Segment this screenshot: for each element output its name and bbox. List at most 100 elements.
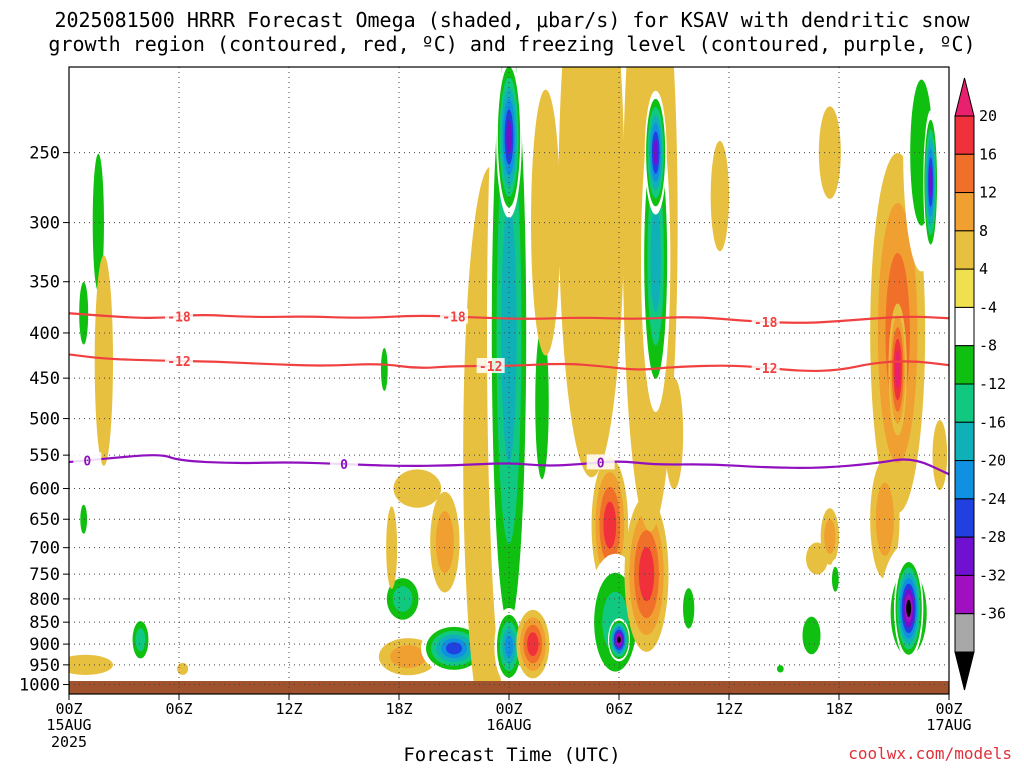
grid-lines xyxy=(69,67,949,694)
colorbar-label: -16 xyxy=(979,413,1006,431)
colorbar-box xyxy=(954,153,975,194)
contour-line xyxy=(69,353,949,373)
x-tick-label: 12Z xyxy=(715,700,742,718)
omega-cell xyxy=(380,347,388,392)
contour-label-bg xyxy=(330,456,358,472)
omega-cell xyxy=(435,511,454,574)
omega-cell xyxy=(929,167,933,198)
y-tick-label: 900 xyxy=(29,635,60,655)
omega-cell xyxy=(831,566,839,592)
omega-cell xyxy=(531,89,561,356)
colorbar-label: -32 xyxy=(979,566,1006,584)
omega-cell xyxy=(527,632,539,656)
omega-cell xyxy=(824,519,836,554)
y-tick-label: 700 xyxy=(29,539,60,559)
x-axis-title: Forecast Time (UTC) xyxy=(403,744,621,766)
x-tick-label: 06Z xyxy=(165,700,192,718)
colorbar-label: -12 xyxy=(979,375,1006,393)
y-tick-label: 300 xyxy=(29,214,60,234)
y-tick-label: 850 xyxy=(29,613,60,633)
contour-label-bg xyxy=(165,308,193,324)
omega-cell xyxy=(558,67,625,478)
x-tick-date-label: 17AUG xyxy=(926,716,971,734)
colorbar-label: -24 xyxy=(979,490,1006,508)
x-tick-date-label: 16AUG xyxy=(486,716,531,734)
omega-shading-layer xyxy=(69,67,948,694)
colorbar-box xyxy=(954,383,975,423)
contour-label: 0 xyxy=(83,454,91,469)
omega-cell xyxy=(446,642,462,655)
omega-cell xyxy=(506,119,512,155)
y-tick-label: 350 xyxy=(29,273,60,293)
contour-label: -18 xyxy=(754,316,778,331)
x-tick-label: 18Z xyxy=(825,700,852,718)
omega-cell xyxy=(177,662,189,675)
colorbar-box xyxy=(954,460,975,500)
colorbar-label: 16 xyxy=(979,145,997,163)
x-tick-label: 00Z xyxy=(935,700,962,718)
colorbar-top-arrow xyxy=(954,77,975,117)
colorbar-box xyxy=(954,574,975,615)
x-tick-label: 00Z xyxy=(495,700,522,718)
contour-label: -18 xyxy=(167,310,191,325)
omega-cell xyxy=(135,628,146,652)
colorbar-box xyxy=(954,421,975,462)
y-tick-label: 250 xyxy=(29,144,60,164)
colorbar-box xyxy=(954,115,975,155)
colorbar-label: -20 xyxy=(979,452,1006,470)
colorbar-label: -8 xyxy=(979,337,997,355)
y-tick-label: 550 xyxy=(29,446,60,466)
colorbar-box xyxy=(954,345,975,385)
colorbar-box xyxy=(954,498,975,538)
omega-cell xyxy=(650,205,661,313)
x-tick-date-label: 15AUG xyxy=(46,716,91,734)
x-tick-label: 00Z xyxy=(55,700,82,718)
contour-label-bg xyxy=(440,308,468,324)
omega-cell xyxy=(683,588,695,629)
omega-cell xyxy=(895,350,901,389)
contour-label-bg xyxy=(165,352,193,368)
y-tick-label: 1000 xyxy=(19,676,60,696)
y-tick-label: 600 xyxy=(29,480,60,500)
contour-label-bg xyxy=(476,358,505,374)
omega-cell xyxy=(69,654,113,675)
omega-cell xyxy=(638,547,655,602)
omega-cell xyxy=(664,377,684,490)
y-tick-label: 800 xyxy=(29,590,60,610)
contour-line xyxy=(69,454,949,476)
omega-cell xyxy=(617,636,621,644)
x-tick-label: 12Z xyxy=(275,700,302,718)
colorbar-label: -28 xyxy=(979,528,1006,546)
credit-link[interactable]: coolwx.com/models xyxy=(848,744,1012,763)
y-tick-label: 450 xyxy=(29,369,60,389)
colorbar-box xyxy=(954,268,975,308)
contour-label-bg xyxy=(73,452,102,468)
y-tick-label: 950 xyxy=(29,656,60,676)
omega-cell xyxy=(802,616,821,655)
omega-cell xyxy=(906,599,912,618)
colorbar-label: 20 xyxy=(979,107,997,125)
omega-cell xyxy=(603,501,617,549)
omega-cell xyxy=(386,506,398,589)
colorbar-label: 12 xyxy=(979,184,997,202)
contour-label-bg xyxy=(751,313,780,329)
x-tick-label: 06Z xyxy=(605,700,632,718)
colorbar-label: 8 xyxy=(979,222,988,240)
omega-cell xyxy=(94,255,114,466)
omega-cell xyxy=(392,586,413,612)
colorbar-box xyxy=(954,192,975,232)
contour-label: -12 xyxy=(754,362,777,377)
omega-cell xyxy=(710,140,729,252)
chart-title-line-1: 2025081500 HRRR Forecast Omega (shaded, … xyxy=(54,8,970,32)
contour-label-bg xyxy=(751,359,780,375)
omega-cell xyxy=(776,665,784,673)
chart-title-line-2: growth region (contoured, red, ºC) and f… xyxy=(48,32,976,56)
contour-label: 0 xyxy=(597,456,605,471)
x-tick-label: 18Z xyxy=(385,700,412,718)
colorbar-bottom-arrow xyxy=(954,651,975,691)
colorbar-box xyxy=(954,536,975,576)
contour-label: -18 xyxy=(442,311,466,326)
omega-cell xyxy=(80,504,88,534)
